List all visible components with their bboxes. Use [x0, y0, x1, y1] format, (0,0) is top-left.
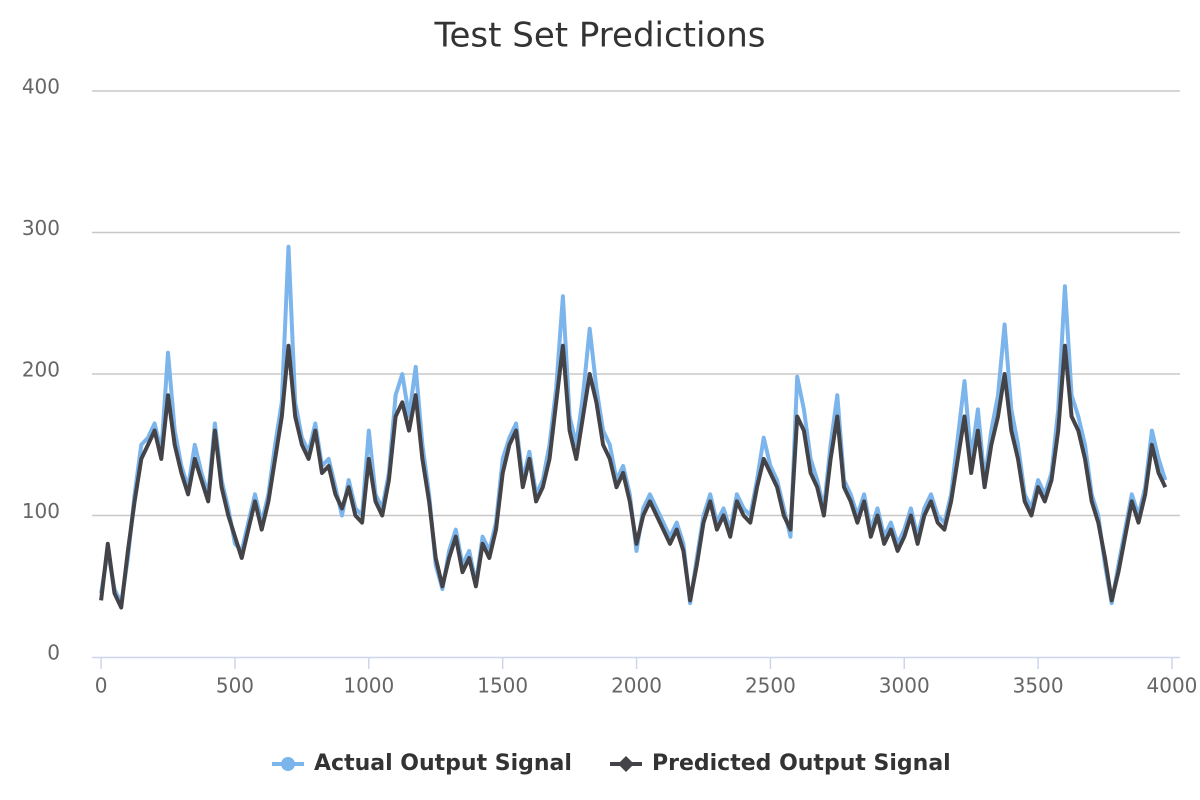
legend-item[interactable]: Actual Output Signal — [314, 751, 572, 776]
x-tick-label: 4000 — [1147, 674, 1198, 698]
legend-item[interactable]: Predicted Output Signal — [652, 751, 951, 776]
y-tick-label: 100 — [22, 499, 60, 523]
x-tick-label: 3000 — [879, 674, 930, 698]
y-tick-label: 300 — [22, 216, 60, 240]
x-tick-label: 1500 — [477, 674, 528, 698]
x-tick-label: 2000 — [611, 674, 662, 698]
x-tick-label: 3500 — [1013, 674, 1064, 698]
y-tick-label: 400 — [22, 75, 60, 99]
series-line — [99, 343, 1168, 610]
y-tick-label: 0 — [47, 641, 60, 665]
chart-title: Test Set Predictions — [433, 16, 765, 56]
x-tick-label: 2500 — [745, 674, 796, 698]
legend-marker — [618, 756, 634, 772]
x-tick-label: 1000 — [343, 674, 394, 698]
x-tick-label: 0 — [95, 674, 108, 698]
x-tick-label: 500 — [216, 674, 254, 698]
legend-marker — [281, 757, 295, 771]
series-line — [99, 244, 1168, 606]
y-tick-label: 200 — [22, 358, 60, 382]
